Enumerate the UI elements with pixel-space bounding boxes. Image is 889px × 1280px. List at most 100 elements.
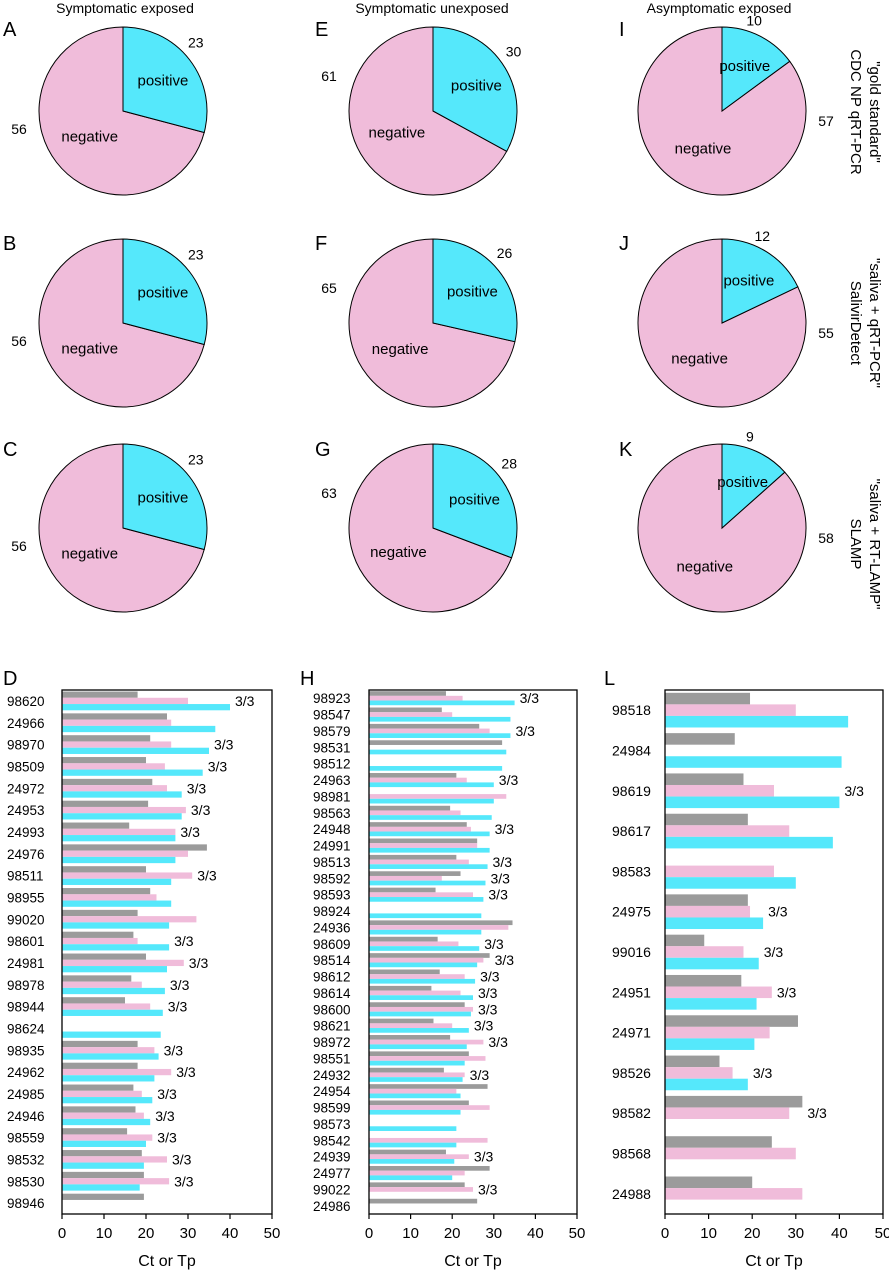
replicate-label-24948: 3/3 (495, 821, 515, 837)
pie-label-negative: negative (372, 341, 429, 358)
replicate-label-98513: 3/3 (493, 854, 513, 870)
bar-pink-24976 (62, 850, 188, 857)
bar-gray-99022 (369, 1182, 465, 1188)
bar-group-24971: 24971 (612, 1015, 798, 1050)
bar-cyan-98970 (62, 747, 209, 754)
pie-slice-positive (122, 443, 208, 551)
x-tick-label: 0 (365, 1225, 373, 1242)
bar-group-98981: 98981 (313, 789, 507, 804)
row-label-salivirdetect-line2: "saliva + qRT-PCR" (866, 258, 883, 388)
replicate-label-98935: 3/3 (164, 1042, 184, 1058)
bar-cyan-24954 (369, 1093, 461, 1099)
bar-pink-98978 (62, 981, 142, 988)
sample-label-24993: 24993 (7, 825, 45, 840)
pie-label-positive: positive (447, 284, 498, 301)
panel-letter-G: G (315, 439, 331, 461)
bar-pink-99020 (62, 916, 197, 923)
sample-label-98946: 98946 (7, 1196, 45, 1211)
pie-label-negative: negative (61, 341, 118, 358)
bar-pink-98935 (62, 1047, 155, 1054)
pie-slice-negative (348, 26, 508, 196)
x-tick-label: 50 (875, 1225, 889, 1242)
bar-pink-98981 (369, 794, 507, 799)
pie-slice-negative (38, 26, 205, 196)
bar-gray-98978 (62, 975, 132, 982)
bar-gray-24951 (665, 974, 742, 987)
bar-gray-98530 (62, 1171, 144, 1179)
sample-label-99020: 99020 (7, 912, 45, 927)
bar-cyan-98514 (369, 962, 478, 968)
bar-cyan-98599 (369, 1109, 461, 1115)
sample-label-98600: 98600 (313, 1002, 351, 1017)
sample-label-24981: 24981 (7, 956, 45, 971)
bar-group-98563: 98563 (313, 805, 492, 821)
sample-label-24977: 24977 (313, 1166, 351, 1181)
column-titles: Symptomatic exposed Symptomatic unexpose… (56, 0, 791, 16)
replicate-label-98509: 3/3 (208, 758, 228, 774)
bar-cyan-98624 (62, 1031, 161, 1038)
bar-group-98621: 98621 3/3 (313, 1018, 494, 1034)
bar-group-98579: 98579 3/3 (313, 723, 535, 739)
bar-cyan-98612 (369, 978, 476, 984)
bar-pink-98593 (369, 892, 473, 898)
pie-slice-positive (432, 26, 518, 152)
sample-label-98935: 98935 (7, 1043, 45, 1058)
pie-label-positive: positive (723, 272, 774, 289)
x-tick-label: 50 (569, 1225, 586, 1242)
bar-cyan-98573 (369, 1126, 457, 1131)
bar-gray-98599 (369, 1100, 469, 1106)
sample-label-98981: 98981 (313, 789, 351, 804)
sample-label-98513: 98513 (313, 855, 351, 870)
bar-cyan-98526 (665, 1078, 748, 1091)
row-label-cdc-line1: CDC NP qRT-PCR (847, 49, 864, 174)
pie-count-positive: 28 (501, 455, 517, 471)
bar-cyan-98924 (369, 913, 482, 919)
bar-gray-24986 (369, 1198, 478, 1204)
plot-frame-L (664, 689, 884, 1215)
bar-group-98530: 98530 3/3 (7, 1171, 194, 1191)
replicate-label-98582: 3/3 (807, 1105, 827, 1121)
bar-cyan-24976 (62, 856, 176, 864)
bar-pink-24951 (665, 986, 772, 999)
sample-label-98620: 98620 (7, 694, 45, 709)
panel-letter-J: J (619, 233, 629, 255)
x-tick-label: 40 (527, 1225, 544, 1242)
bar-gray-98972 (369, 1035, 451, 1040)
bar-cyan-24963 (369, 782, 494, 788)
replicate-label-24939: 3/3 (474, 1149, 494, 1165)
plot-frame-H (368, 689, 578, 1215)
sample-label-24986: 24986 (313, 1199, 351, 1214)
bar-pink-98547 (369, 712, 453, 717)
pie-count-negative: 58 (818, 530, 834, 546)
pie-label-positive: positive (138, 489, 189, 506)
bar-pink-98621 (369, 1023, 453, 1029)
sample-label-98955: 98955 (7, 890, 45, 905)
bar-cyan-98531 (369, 749, 507, 755)
sample-label-98599: 98599 (313, 1101, 351, 1116)
sample-label-24954: 24954 (313, 1084, 351, 1099)
bar-gray-24972 (62, 778, 153, 786)
pie-count-positive: 12 (754, 228, 770, 244)
replicate-label-98620: 3/3 (235, 693, 255, 709)
bar-pink-24936 (369, 925, 509, 930)
sample-label-98617: 98617 (612, 823, 651, 839)
bar-group-99020: 99020 (7, 909, 197, 929)
bar-pink-98923 (369, 695, 463, 701)
bar-pink-24972 (62, 785, 167, 792)
bar-group-98509: 98509 3/3 (7, 757, 227, 776)
bar-cyan-24948 (369, 831, 490, 837)
bar-group-98924: 98924 (313, 904, 482, 919)
bar-gray-98551 (369, 1051, 469, 1057)
bar-group-24953: 24953 3/3 (7, 800, 211, 820)
bar-group-98599: 98599 (313, 1100, 490, 1116)
bar-group-24936: 24936 (313, 920, 513, 935)
bar-cyan-98518 (665, 715, 849, 728)
bar-cyan-98579 (369, 733, 511, 738)
bar-pink-98599 (369, 1105, 490, 1110)
replicate-label-98923: 3/3 (520, 690, 540, 706)
x-tick-label: 10 (700, 1225, 717, 1242)
x-tick-label: 10 (96, 1225, 113, 1242)
replicate-label-24975: 3/3 (768, 904, 788, 920)
